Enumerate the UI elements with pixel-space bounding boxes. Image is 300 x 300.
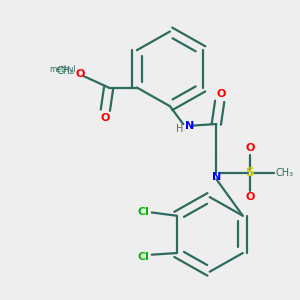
Text: O: O	[101, 113, 110, 123]
Text: Cl: Cl	[138, 252, 149, 262]
Text: N: N	[184, 121, 194, 131]
Text: O: O	[245, 143, 255, 153]
Text: N: N	[212, 172, 221, 182]
Text: methyl: methyl	[49, 64, 76, 74]
Text: S: S	[245, 166, 254, 179]
Text: H: H	[176, 124, 184, 134]
Text: O: O	[76, 69, 85, 79]
Text: CH₃: CH₃	[56, 66, 75, 76]
Text: O: O	[217, 89, 226, 99]
Text: CH₃: CH₃	[275, 168, 293, 178]
Text: Cl: Cl	[138, 206, 149, 217]
Text: O: O	[245, 192, 255, 202]
